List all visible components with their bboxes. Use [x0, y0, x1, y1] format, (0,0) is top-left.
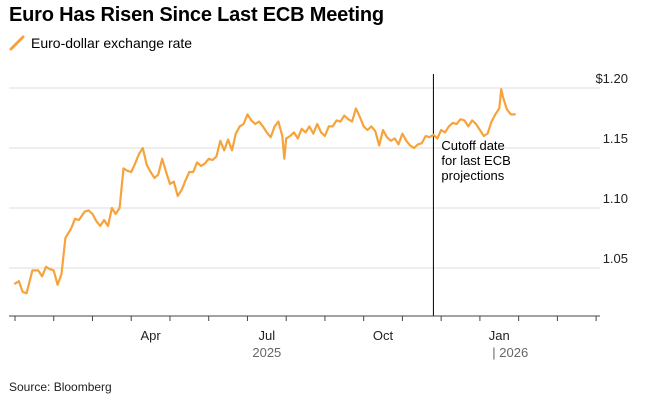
legend-line-icon — [9, 35, 25, 51]
annotation-text: projections — [441, 168, 504, 183]
y-tick-label: $1.20 — [595, 71, 628, 86]
y-tick-label: 1.15 — [603, 131, 628, 146]
y-axis: $1.20 1.15 1.10 1.05 — [595, 71, 628, 266]
annotation-text: for last ECB — [441, 153, 510, 168]
gridlines — [9, 87, 600, 269]
series-line-0 — [13, 88, 516, 295]
year-label: 2025 — [252, 345, 281, 360]
annotation-text: Cutoff date — [441, 138, 504, 153]
x-axis: Apr Jul Oct Jan 2025 | 2026 — [9, 315, 600, 360]
x-tick-label: Jul — [259, 328, 276, 343]
legend-label: Euro-dollar exchange rate — [31, 35, 193, 51]
x-tick-label: Apr — [140, 328, 161, 343]
chart-title: Euro Has Risen Since Last ECB Meeting — [9, 4, 384, 26]
x-tick-label: Oct — [373, 328, 394, 343]
source-note: Source: Bloomberg — [9, 380, 112, 394]
x-tick-label: Jan — [489, 328, 510, 343]
y-tick-label: 1.05 — [603, 251, 628, 266]
series-layer — [13, 88, 516, 295]
legend: Euro-dollar exchange rate — [9, 35, 192, 51]
y-tick-label: 1.10 — [603, 191, 628, 206]
year-label: | 2026 — [492, 345, 528, 360]
